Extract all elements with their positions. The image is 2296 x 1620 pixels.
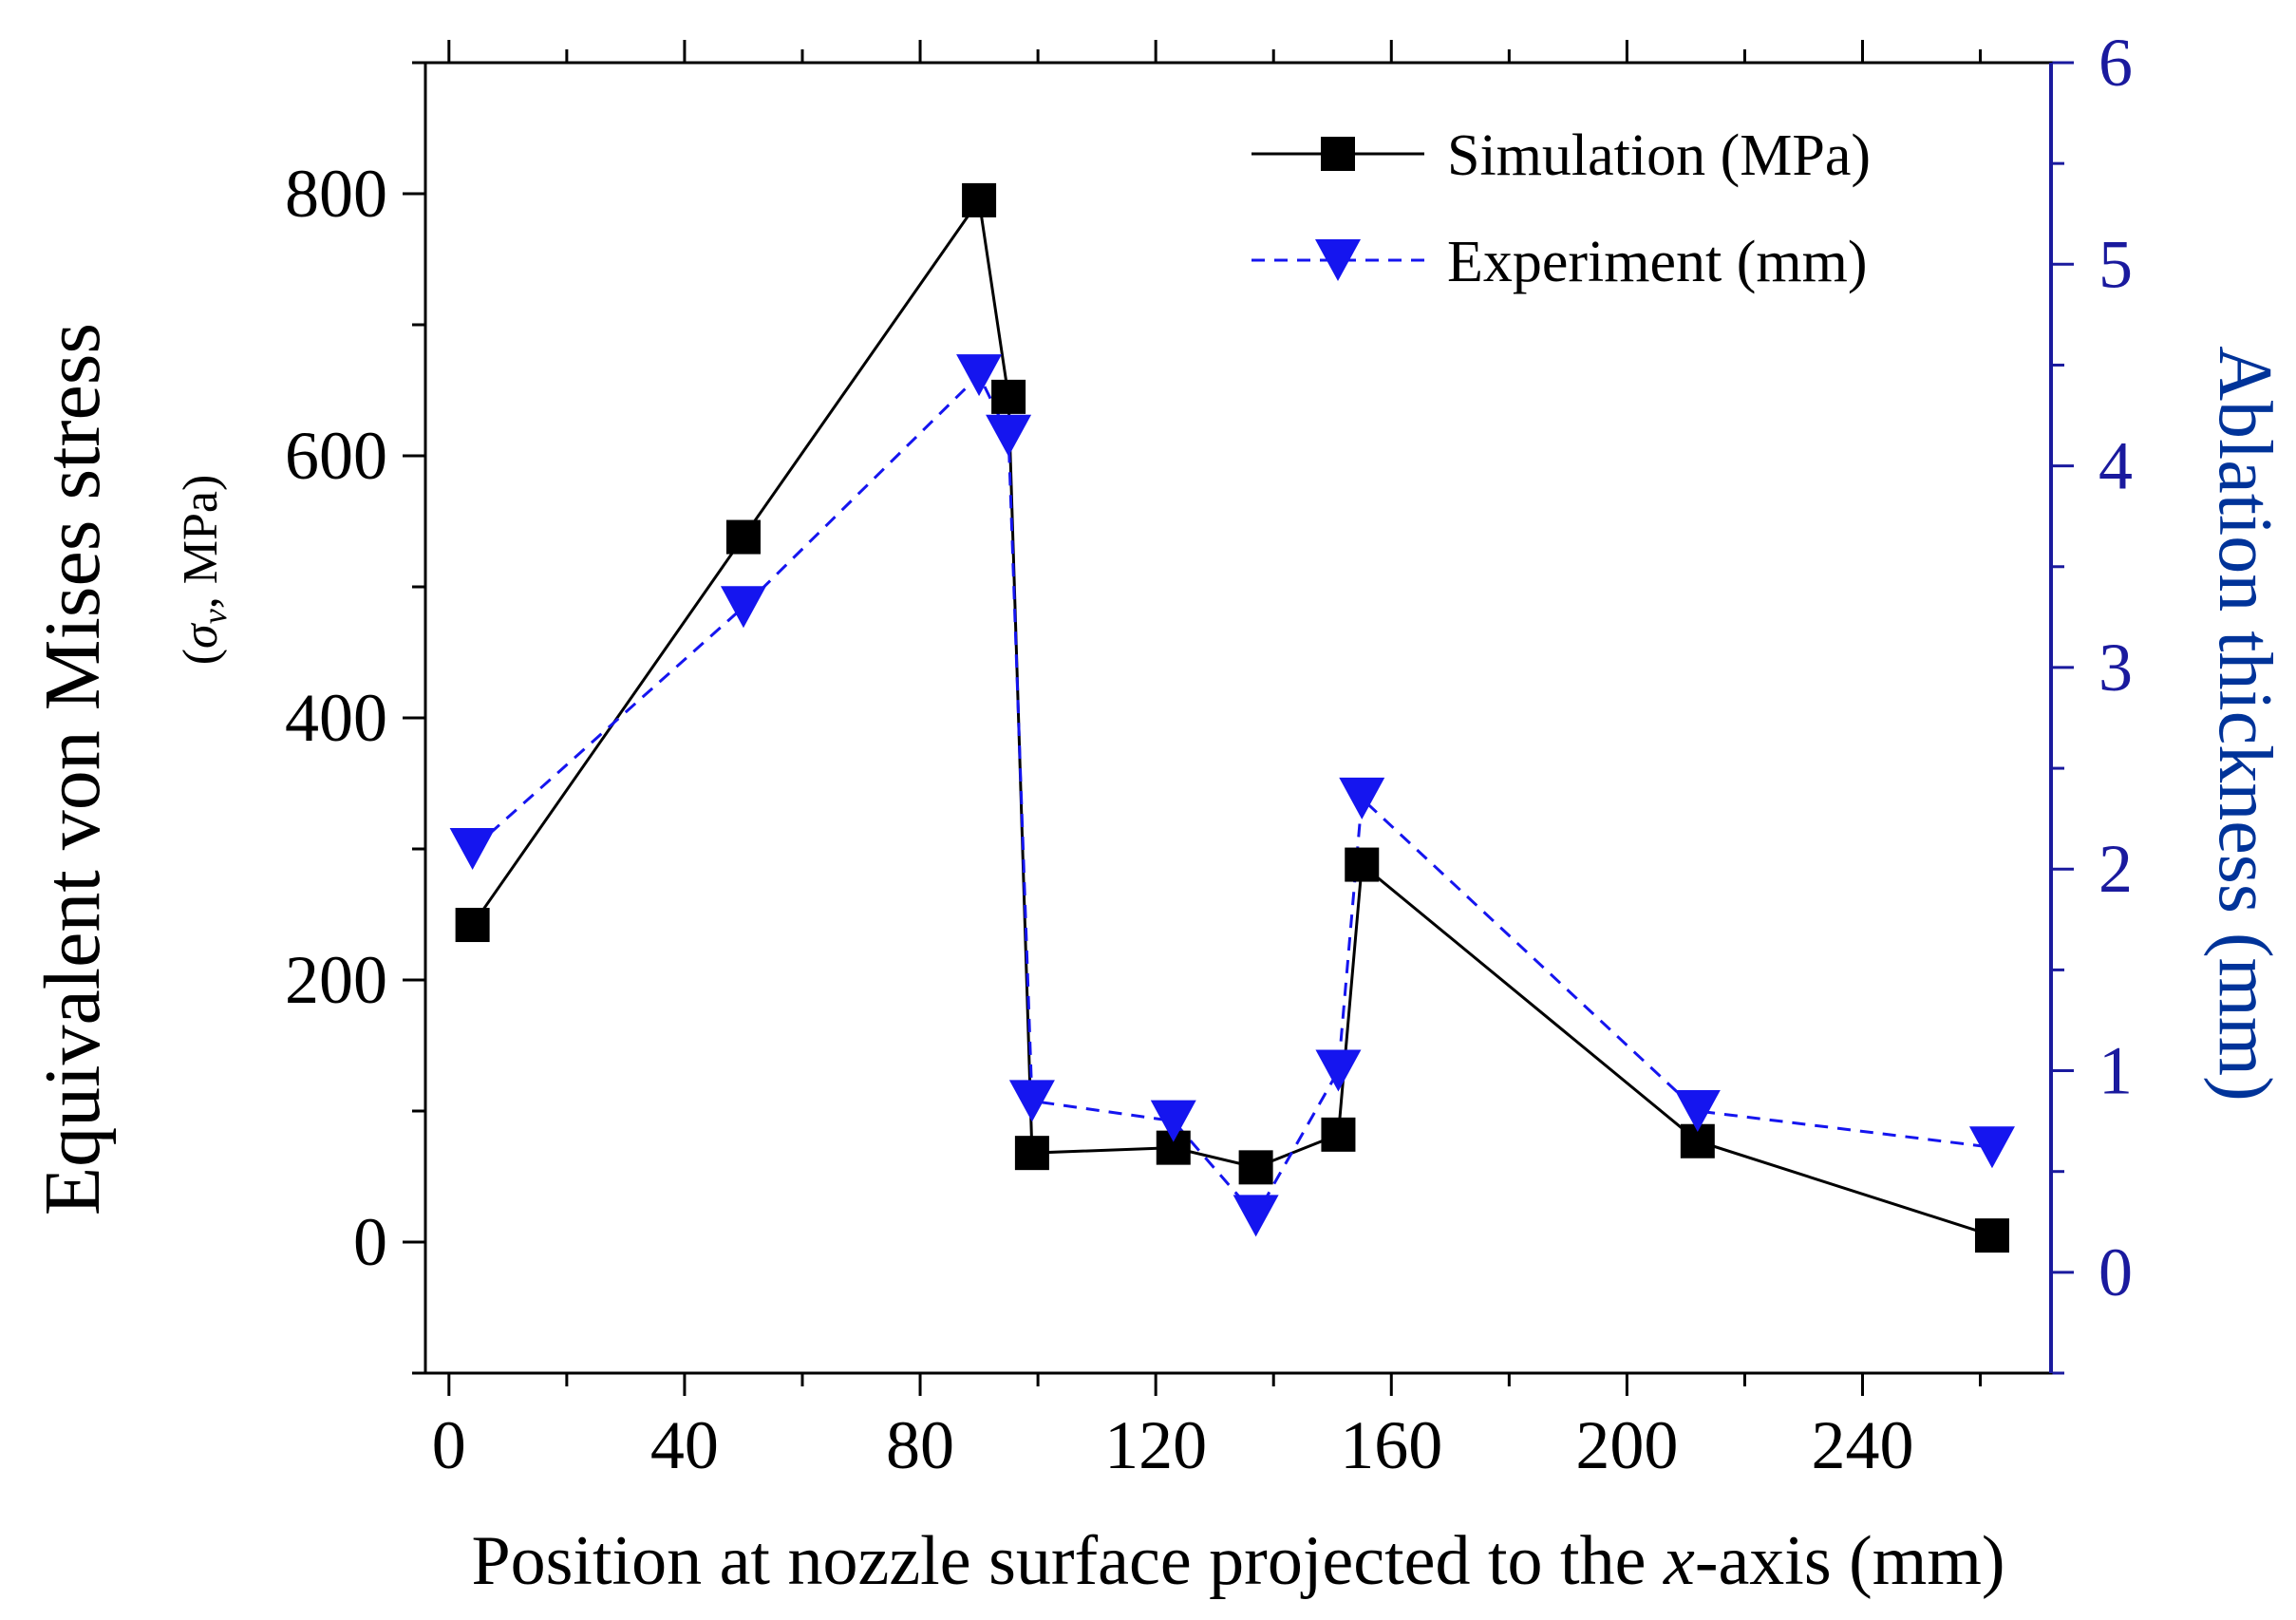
y-right-tick-label: 4	[2098, 428, 2133, 504]
simulation-data-point	[991, 379, 1026, 414]
experiment-data-point	[449, 828, 496, 870]
simulation-data-point	[1974, 1218, 2009, 1253]
x-axis-title-suffix: -axis (mm)	[1695, 1522, 2005, 1600]
legend-experiment-label: Experiment (mm)	[1447, 230, 1867, 294]
tick-layer: 0 40 80 120 160 200 240 0 200 400 600 800 0 1 2 3 4 5 6	[285, 25, 2133, 1483]
series-layer	[449, 182, 2015, 1253]
subtitle-rest: , MPa)	[174, 475, 228, 610]
simulation-data-point	[455, 908, 490, 943]
y-right-tick-label: 2	[2098, 831, 2133, 907]
experiment-data-point	[1150, 1100, 1196, 1142]
subtitle-subscript: v	[196, 609, 234, 624]
experiment-data-point	[1674, 1090, 1721, 1132]
experiment-data-point	[720, 586, 766, 629]
y-left-tick-label: 800	[285, 156, 387, 232]
experiment-data-point	[1008, 1080, 1055, 1122]
y-left-tick-label: 600	[285, 418, 387, 494]
experiment-data-point	[1315, 1049, 1362, 1092]
y-right-tick-label: 5	[2098, 226, 2133, 302]
simulation-data-point	[725, 519, 761, 555]
x-tick-label: 0	[432, 1407, 466, 1483]
experiment-data-point	[1968, 1126, 2015, 1169]
y-left-axis-title: Equivalent von Mises stress	[28, 323, 117, 1215]
x-axis-title-italic: x	[1663, 1522, 1695, 1600]
y-right-tick-label: 0	[2098, 1234, 2133, 1310]
legend-simulation-square-marker	[1321, 137, 1355, 171]
x-tick-label: 200	[1575, 1407, 1678, 1483]
x-axis-title: Position at nozzle surface projected to …	[471, 1522, 2004, 1600]
x-tick-label: 80	[886, 1407, 954, 1483]
x-tick-label: 120	[1104, 1407, 1207, 1483]
x-tick-label: 40	[650, 1407, 719, 1483]
simulation-data-point	[1238, 1150, 1273, 1185]
legend-experiment-triangle-marker	[1315, 239, 1361, 281]
y-left-tick-label: 0	[353, 1204, 387, 1280]
y-left-tick-label: 400	[285, 680, 387, 756]
simulation-series-line	[471, 196, 1993, 1237]
experiment-series-line	[471, 372, 1993, 1218]
y-left-tick-label: 200	[285, 942, 387, 1018]
y-right-tick-label: 6	[2098, 25, 2133, 101]
experiment-data-point	[956, 354, 1003, 397]
y-right-tick-label: 1	[2098, 1033, 2133, 1109]
simulation-data-point	[962, 182, 997, 217]
x-axis-title-prefix: Position at nozzle surface projected to …	[471, 1522, 1664, 1600]
simulation-data-point	[1014, 1136, 1049, 1171]
x-tick-label: 240	[1812, 1407, 1914, 1483]
y-right-axis-title: Ablation thickness (mm)	[2203, 346, 2287, 1101]
y-left-axis-subtitle: (σv, MPa)	[174, 475, 234, 666]
experiment-data-point	[1233, 1195, 1279, 1237]
legend-simulation-label: Simulation (MPa)	[1447, 123, 1871, 188]
experiment-data-point	[1339, 777, 1385, 819]
subtitle-sigma: σ	[174, 622, 228, 649]
subtitle-open-paren: (	[174, 649, 228, 665]
x-tick-label: 160	[1340, 1407, 1442, 1483]
experiment-data-point	[986, 414, 1032, 457]
legend: Simulation (MPa) Experiment (mm)	[1252, 123, 1871, 294]
simulation-data-point	[1345, 847, 1380, 882]
y-right-tick-label: 3	[2098, 630, 2133, 706]
simulation-data-point	[1321, 1117, 1356, 1152]
